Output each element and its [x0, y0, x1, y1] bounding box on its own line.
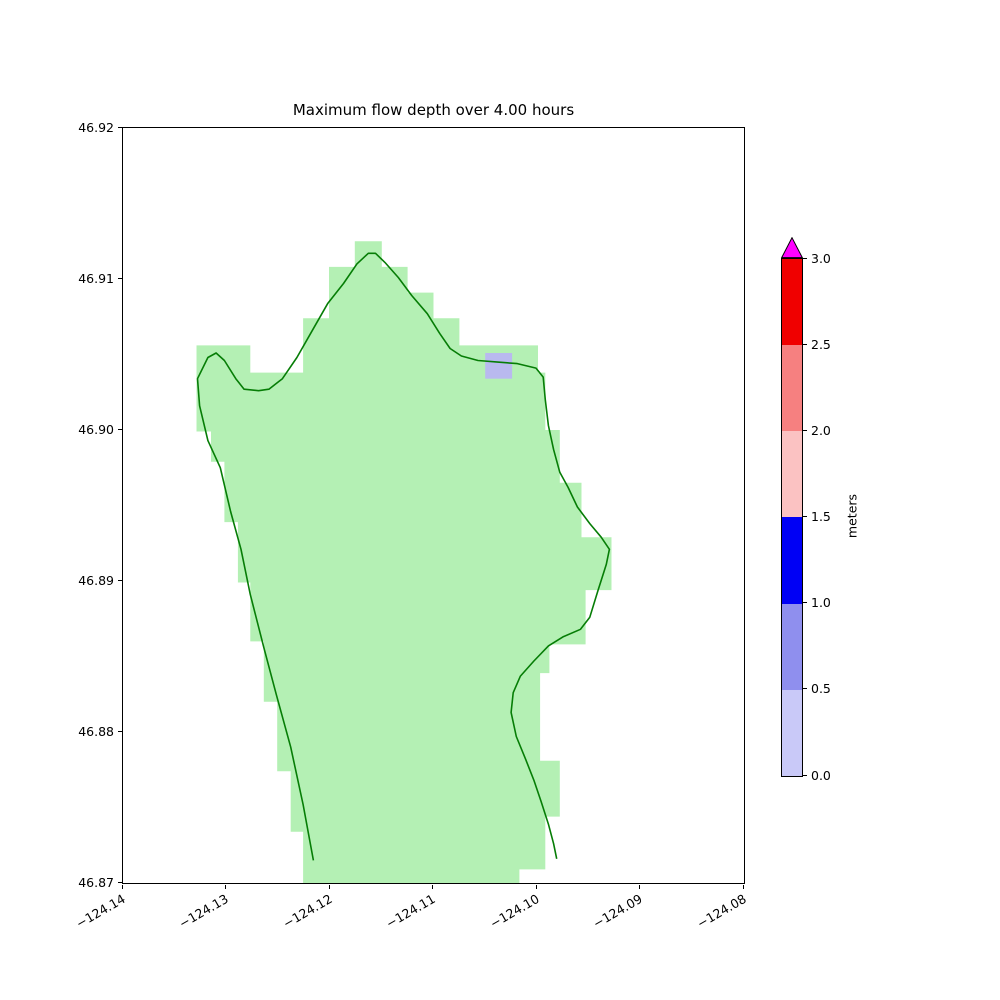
colorbar: [781, 258, 803, 777]
colorbar-tick-mark: [803, 343, 807, 345]
x-tick-mark: [225, 885, 226, 889]
x-tick-label-text: −124.12: [280, 891, 335, 932]
y-tick-label: 46.92: [78, 119, 114, 135]
colorbar-segment: [782, 517, 802, 604]
colorbar-tick-label: 2.0: [811, 422, 831, 438]
colorbar-tick-label: 1.5: [811, 509, 831, 524]
map-svg: [196, 241, 612, 883]
x-tick-mark: [328, 885, 330, 889]
y-tick-mark: [118, 277, 122, 279]
y-tick-label: 46.88: [78, 723, 114, 739]
colorbar-tick-mark: [803, 257, 807, 259]
x-tick-mark: [121, 885, 123, 889]
colorbar-tick-label: 3.0: [811, 250, 831, 266]
x-tick-label-text: −124.10: [487, 891, 542, 932]
colorbar-tick-mark: [803, 602, 807, 604]
x-tick-label-text: −124.13: [176, 891, 231, 932]
y-tick-label: 46.90: [78, 421, 114, 437]
x-tick-mark: [742, 885, 744, 889]
colorbar-tick-label: 1.0: [811, 595, 831, 611]
x-tick-label-text: −124.08: [694, 891, 749, 932]
plot-area: [122, 127, 745, 884]
y-tick-mark: [118, 579, 122, 581]
coastline-path: [196, 252, 611, 861]
colorbar-segment: [782, 603, 802, 690]
y-tick-mark: [118, 730, 122, 732]
colorbar-tick-label: 0.5: [811, 681, 831, 697]
y-tick-label: 46.91: [78, 270, 114, 286]
y-tick-label: 46.89: [78, 572, 114, 588]
colorbar-label: meters: [844, 493, 860, 539]
y-tick-label: 46.87: [78, 874, 114, 890]
y-tick-mark: [118, 126, 122, 128]
y-tick-mark: [118, 881, 122, 883]
x-tick-label-text: −124.09: [590, 891, 645, 932]
x-tick-label-text: −124.11: [383, 891, 438, 932]
colorbar-tick-mark: [803, 774, 807, 776]
colorbar-over-arrow-icon: [781, 237, 803, 258]
depth-cell: [485, 353, 513, 379]
colorbar-tick-label: 2.5: [811, 336, 831, 352]
flood-region-shape: [196, 241, 612, 883]
colorbar-segment: [782, 431, 802, 518]
x-tick-mark: [639, 885, 640, 889]
y-tick-mark: [118, 428, 122, 430]
x-tick-label-text: −124.14: [73, 891, 128, 932]
colorbar-tick-mark: [803, 688, 807, 690]
plot-title: Maximum flow depth over 4.00 hours: [292, 101, 575, 119]
x-tick-mark: [432, 885, 433, 889]
colorbar-tick-label: 0.0: [811, 767, 831, 783]
colorbar-tick-mark: [803, 516, 807, 517]
colorbar-segment: [782, 689, 802, 776]
colorbar-tick-mark: [803, 429, 807, 431]
colorbar-segment: [782, 345, 802, 432]
colorbar-segment: [782, 259, 802, 346]
x-tick-mark: [535, 885, 537, 889]
